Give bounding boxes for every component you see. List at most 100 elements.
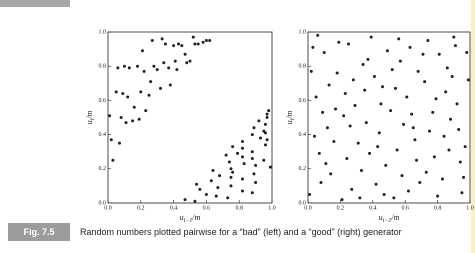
point — [356, 141, 360, 145]
point — [172, 44, 176, 48]
y-tick-label: 0.8 — [99, 64, 107, 70]
point — [369, 35, 373, 39]
point — [343, 92, 347, 96]
point — [191, 35, 195, 39]
point — [421, 52, 425, 56]
point — [265, 112, 269, 116]
point — [229, 167, 233, 171]
point — [160, 37, 164, 41]
point — [405, 95, 409, 99]
point — [432, 155, 436, 159]
point — [350, 187, 354, 191]
point — [147, 93, 151, 97]
point — [434, 97, 438, 101]
point — [136, 64, 140, 68]
point — [449, 117, 453, 121]
figure-label-box — [8, 223, 70, 241]
point — [180, 44, 184, 48]
point — [440, 177, 444, 181]
point — [231, 170, 235, 174]
point — [395, 148, 399, 152]
point — [250, 150, 254, 154]
point — [242, 162, 246, 166]
y-tick-label: 0.8 — [299, 64, 307, 70]
point — [214, 194, 218, 198]
x-tick-label: 0.4 — [369, 205, 377, 211]
point — [361, 62, 365, 66]
point — [167, 66, 171, 70]
x-axis-label: ui−1/m — [379, 213, 400, 225]
point — [132, 105, 136, 109]
y-tick-label: 0.4 — [299, 132, 307, 138]
point — [227, 160, 231, 164]
point — [415, 158, 419, 162]
point — [314, 95, 318, 99]
y-axis-label-sub: i — [90, 118, 96, 120]
point — [374, 182, 378, 186]
point — [410, 112, 414, 116]
y-axis-label: ui/m — [85, 110, 97, 124]
x-tick-label: 0.0 — [104, 205, 112, 211]
point — [111, 158, 115, 162]
point — [428, 129, 431, 133]
point — [437, 52, 441, 56]
point — [250, 191, 254, 195]
point — [173, 59, 177, 63]
point — [137, 117, 141, 121]
point — [163, 42, 167, 46]
y-axis-label: ui/m — [285, 110, 297, 124]
point — [308, 192, 312, 196]
point — [426, 39, 430, 43]
point — [108, 114, 112, 118]
y-tick-label: 0.6 — [299, 98, 307, 104]
point — [240, 146, 244, 150]
point — [150, 39, 154, 43]
point — [240, 139, 244, 143]
x-axis-label-sub: i−1 — [383, 218, 392, 224]
point — [324, 162, 328, 166]
point — [262, 158, 266, 162]
point — [337, 40, 341, 44]
x-axis-label-base: u — [379, 213, 383, 222]
point — [411, 126, 415, 130]
point — [347, 42, 350, 46]
point — [117, 141, 121, 145]
point — [431, 110, 435, 114]
point — [376, 145, 380, 149]
figure-caption: Random numbers plotted pairwise for a “b… — [80, 227, 402, 237]
x-tick-label: 0.6 — [203, 205, 211, 211]
point — [177, 42, 181, 46]
point — [175, 68, 179, 72]
point — [162, 61, 166, 65]
y-axis-label-rest: /m — [285, 110, 294, 119]
x-tick-label: 0.8 — [434, 205, 442, 211]
point — [384, 163, 388, 167]
x-tick-label: 0.6 — [401, 205, 409, 211]
point — [455, 102, 459, 106]
point — [377, 131, 381, 135]
y-tick-label: 0.4 — [99, 132, 107, 138]
figure-label: Fig. 7.5 — [23, 227, 54, 237]
point — [348, 124, 352, 128]
point — [121, 92, 125, 96]
point — [319, 180, 323, 184]
point — [334, 107, 338, 111]
point — [364, 121, 368, 125]
point — [119, 116, 123, 119]
point — [198, 187, 202, 191]
point — [204, 192, 208, 196]
point — [351, 78, 355, 82]
point — [381, 85, 385, 89]
point — [413, 138, 417, 142]
point — [267, 109, 271, 113]
point — [263, 131, 267, 135]
edge-strip — [471, 0, 475, 253]
point — [393, 86, 397, 90]
point — [183, 198, 187, 202]
point — [229, 175, 233, 179]
point — [265, 116, 269, 119]
point — [168, 83, 172, 87]
x-tick-label: 0.0 — [304, 205, 312, 211]
y-tick-label: 0.6 — [99, 98, 107, 104]
